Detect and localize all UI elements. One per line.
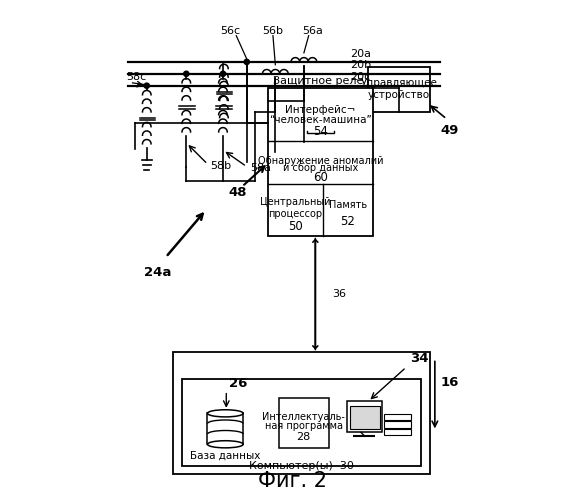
Text: и сбор данных: и сбор данных — [283, 163, 358, 173]
Text: 26: 26 — [229, 377, 248, 390]
Bar — [268, 88, 373, 236]
Text: ная программа: ная программа — [265, 420, 343, 430]
Text: 49: 49 — [440, 124, 458, 137]
Text: 20c: 20c — [350, 72, 370, 83]
Text: 56c: 56c — [220, 26, 240, 36]
Circle shape — [144, 83, 150, 88]
Bar — [279, 398, 329, 448]
Text: Фиг. 2: Фиг. 2 — [258, 472, 326, 492]
Bar — [173, 352, 430, 474]
Bar — [347, 402, 383, 432]
Text: Интеллектуаль-: Интеллектуаль- — [262, 412, 345, 422]
Text: Интерфейс¬: Интерфейс¬ — [286, 105, 356, 115]
Bar — [350, 406, 380, 428]
Text: Управляющее
устройство: Управляющее устройство — [361, 78, 437, 100]
Text: 20a: 20a — [350, 48, 371, 58]
Bar — [384, 422, 411, 428]
Text: 34: 34 — [410, 352, 429, 365]
Text: 28: 28 — [297, 432, 311, 442]
Text: 60: 60 — [313, 172, 328, 184]
Text: Центральный: Центральный — [260, 198, 331, 207]
Circle shape — [244, 60, 249, 64]
Bar — [384, 428, 411, 435]
Text: 54: 54 — [313, 125, 328, 138]
Bar — [182, 379, 420, 466]
Bar — [368, 66, 430, 112]
Text: 56b: 56b — [262, 26, 283, 36]
Circle shape — [220, 71, 225, 76]
Text: База данных: База данных — [190, 450, 260, 460]
Text: 48: 48 — [228, 186, 246, 199]
Text: 52: 52 — [340, 215, 355, 228]
Text: Память: Память — [329, 200, 367, 210]
Text: Обнаружение аномалий: Обнаружение аномалий — [258, 156, 383, 166]
Text: 24a: 24a — [144, 266, 171, 278]
Text: “человек-машина”: “человек-машина” — [269, 114, 372, 124]
Text: Защитное реле: Защитное реле — [273, 76, 363, 86]
Text: 58a: 58a — [251, 163, 272, 173]
Text: процессор: процессор — [269, 209, 322, 219]
Bar — [384, 414, 411, 420]
Circle shape — [183, 71, 189, 76]
Text: 20b: 20b — [350, 60, 371, 70]
Text: 56a: 56a — [302, 26, 323, 36]
Text: 36: 36 — [332, 289, 346, 299]
Text: 58b: 58b — [210, 160, 231, 170]
Text: 50: 50 — [288, 220, 303, 233]
Text: Компьютер(ы)  30: Компьютер(ы) 30 — [249, 461, 354, 471]
Text: 16: 16 — [440, 376, 459, 389]
Text: 58c: 58c — [126, 72, 147, 82]
